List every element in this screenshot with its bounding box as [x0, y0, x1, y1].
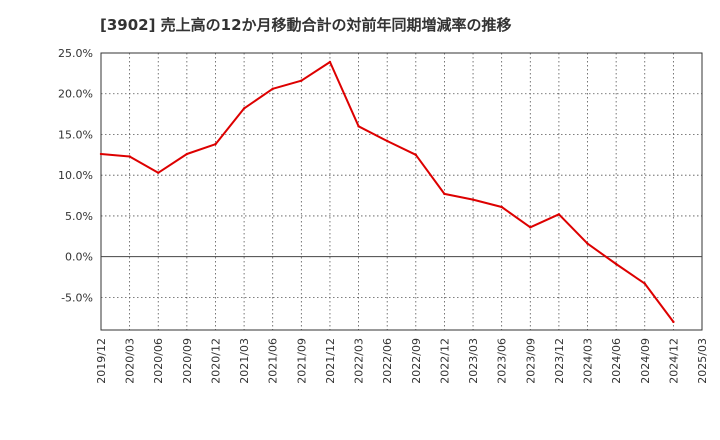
data-point	[643, 282, 646, 285]
y-axis-ticks: 25.0% 20.0% 15.0% 10.0% 5.0% 0.0% -5.0%	[58, 47, 93, 304]
x-tick-label: 2020/09	[181, 338, 194, 384]
x-tick-label: 2024/12	[667, 338, 680, 384]
x-tick-label: 2020/06	[152, 338, 165, 384]
plot-frame	[100, 52, 703, 331]
y-tick-label: -5.0%	[61, 291, 93, 304]
data-point	[328, 60, 332, 64]
y-tick-label: 15.0%	[58, 128, 93, 141]
grid-layer	[101, 53, 702, 330]
data-point	[157, 171, 160, 174]
data-point	[300, 79, 303, 82]
x-tick-label: 2023/09	[524, 338, 537, 384]
data-point	[586, 242, 589, 245]
x-tick-label: 2024/09	[639, 338, 652, 384]
data-point	[357, 125, 360, 128]
x-tick-label: 2023/06	[496, 338, 509, 384]
data-point	[557, 213, 561, 216]
x-tick-label: 2019/12	[95, 338, 108, 384]
data-point	[214, 143, 217, 146]
data-point	[99, 152, 103, 156]
x-tick-label: 2024/06	[610, 338, 623, 384]
x-axis-ticks: 2019/12 2020/03 2020/06 2020/09 2020/12 2021/…	[95, 338, 709, 384]
x-tick-label: 2021/03	[238, 338, 251, 384]
x-tick-label: 2024/03	[582, 338, 595, 384]
x-tick-label: 2023/03	[467, 338, 480, 384]
data-point	[443, 192, 446, 196]
x-tick-label: 2020/03	[124, 338, 137, 384]
y-tick-label: 10.0%	[58, 169, 93, 182]
data-point	[271, 87, 274, 91]
x-tick-label: 2022/12	[438, 338, 451, 384]
data-point	[471, 198, 475, 201]
x-tick-label: 2021/12	[324, 338, 337, 384]
y-tick-label: 5.0%	[65, 210, 93, 223]
data-point	[242, 107, 246, 110]
data-point	[128, 155, 131, 158]
data-point	[529, 226, 532, 229]
x-tick-label: 2022/03	[353, 338, 366, 384]
x-tick-label: 2021/06	[267, 338, 280, 384]
chart-title: [3902] 売上高の12か月移動合計の対前年同期増減率の推移	[100, 16, 512, 34]
x-tick-label: 2025/03	[696, 338, 709, 384]
y-tick-label: 25.0%	[58, 47, 93, 60]
data-point	[385, 139, 389, 143]
series-layer	[99, 60, 675, 324]
x-tick-label: 2020/12	[209, 338, 222, 384]
x-tick-label: 2021/09	[295, 338, 308, 384]
y-tick-label: 20.0%	[58, 88, 93, 101]
data-point	[414, 153, 418, 157]
data-point	[185, 152, 189, 156]
y-tick-label: 0.0%	[65, 251, 93, 264]
x-tick-label: 2022/06	[381, 338, 394, 384]
x-tick-label: 2022/09	[410, 338, 423, 384]
data-point	[672, 320, 675, 324]
data-point	[500, 205, 503, 209]
series-line	[100, 61, 675, 323]
x-tick-label: 2023/12	[553, 338, 566, 384]
data-point	[614, 262, 618, 266]
